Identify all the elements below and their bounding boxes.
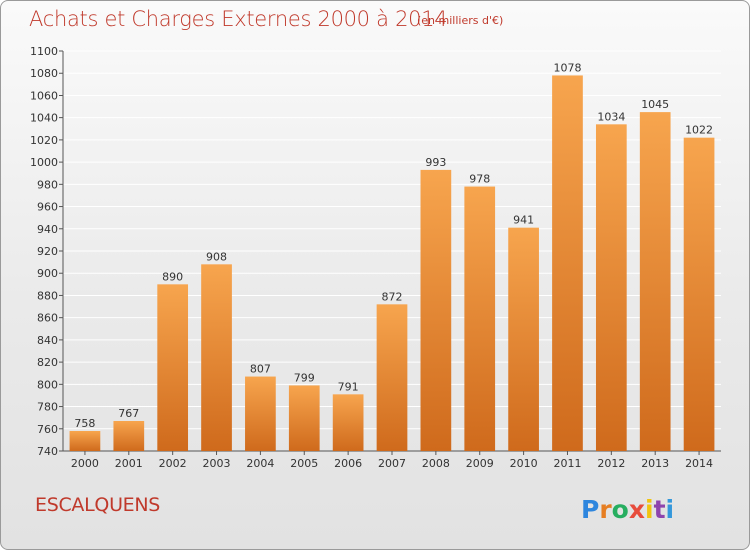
x-tick-label-2012: 2012 <box>597 457 625 470</box>
y-tick-label: 1020 <box>30 134 58 147</box>
y-tick-label: 1100 <box>30 45 58 58</box>
y-tick-label: 840 <box>37 334 58 347</box>
bar-2009 <box>464 186 496 452</box>
x-tick-label-2007: 2007 <box>378 457 406 470</box>
bar-2002 <box>157 284 189 451</box>
y-tick-label: 740 <box>37 445 58 458</box>
bar-2014 <box>683 137 715 451</box>
data-label-2007: 872 <box>382 290 403 303</box>
y-tick-label: 900 <box>37 267 58 280</box>
bar-2005 <box>288 385 320 451</box>
y-tick-label: 1040 <box>30 112 58 125</box>
data-label-2006: 791 <box>338 380 359 393</box>
bar-2004 <box>245 376 276 451</box>
x-tick-label-2009: 2009 <box>466 457 494 470</box>
x-tick-label-2000: 2000 <box>71 457 99 470</box>
chart-title: Achats et Charges Externes 2000 à 2014 <box>29 7 448 31</box>
data-label-2000: 758 <box>74 417 95 430</box>
data-label-2005: 799 <box>294 371 315 384</box>
bars <box>69 75 715 452</box>
x-tick-label-2011: 2011 <box>553 457 581 470</box>
x-tick-label-2004: 2004 <box>246 457 274 470</box>
data-label-2013: 1045 <box>641 98 669 111</box>
y-tick-label: 980 <box>37 178 58 191</box>
data-label-2014: 1022 <box>685 124 713 137</box>
y-tick-label: 820 <box>37 356 58 369</box>
x-tick-label-2003: 2003 <box>203 457 231 470</box>
data-label-2004: 807 <box>250 363 271 376</box>
data-label-2009: 978 <box>469 173 490 186</box>
x-tick-label-2002: 2002 <box>159 457 187 470</box>
x-tick-label-2010: 2010 <box>510 457 538 470</box>
y-tick-labels: 740 760 780 800 820 840 860 880 900 920 940 960 980 1… <box>30 45 58 458</box>
x-tick-label-2006: 2006 <box>334 457 362 470</box>
x-tick-label-2014: 2014 <box>685 457 713 470</box>
y-tick-label: 1000 <box>30 156 58 169</box>
data-label-2001: 767 <box>118 407 139 420</box>
y-tick-label: 760 <box>37 423 58 436</box>
svg-text:Proxiti: Proxiti <box>581 495 674 524</box>
x-tick-label-2008: 2008 <box>422 457 450 470</box>
commune-name: ESCALQUENS <box>35 494 161 516</box>
y-tick-label: 940 <box>37 223 58 236</box>
data-label-2008: 993 <box>425 156 446 169</box>
y-tick-label: 860 <box>37 312 58 325</box>
bar-2012 <box>595 124 627 451</box>
data-label-2003: 908 <box>206 250 227 263</box>
y-tick-label: 880 <box>37 289 58 302</box>
bar-2008 <box>420 169 452 451</box>
y-tick-label: 1060 <box>30 89 58 102</box>
bar-2007 <box>376 304 408 451</box>
bar-2000 <box>69 431 101 451</box>
x-tick-label-2001: 2001 <box>115 457 143 470</box>
x-tick-labels: 2000 2001 2002 2003 2004 2005 2006 2007 2008 2009… <box>71 451 713 470</box>
bar-2013 <box>639 112 671 451</box>
bar-2001 <box>113 421 145 451</box>
chart-unit: (en milliers d'€) <box>417 14 504 27</box>
y-tick-label: 1080 <box>30 67 58 80</box>
bar-2003 <box>201 264 232 451</box>
data-label-2002: 890 <box>162 270 183 283</box>
x-tick-label-2005: 2005 <box>290 457 318 470</box>
x-tick-label-2013: 2013 <box>641 457 669 470</box>
data-label-2011: 1078 <box>553 61 581 74</box>
data-label-2010: 941 <box>513 214 534 227</box>
bar-2010 <box>508 227 539 451</box>
y-tick-label: 960 <box>37 201 58 214</box>
bar-2011 <box>552 75 583 451</box>
y-tick-label: 780 <box>37 401 58 414</box>
y-tick-label: 800 <box>37 378 58 391</box>
data-label-2012: 1034 <box>597 110 625 123</box>
data-labels: 758 767 890 908 807 799 791 872 993 978 941 1078 103… <box>74 61 713 430</box>
y-tick-label: 920 <box>37 245 58 258</box>
bar-2006 <box>332 394 364 451</box>
proxiti-logo: Proxiti <box>581 495 674 524</box>
